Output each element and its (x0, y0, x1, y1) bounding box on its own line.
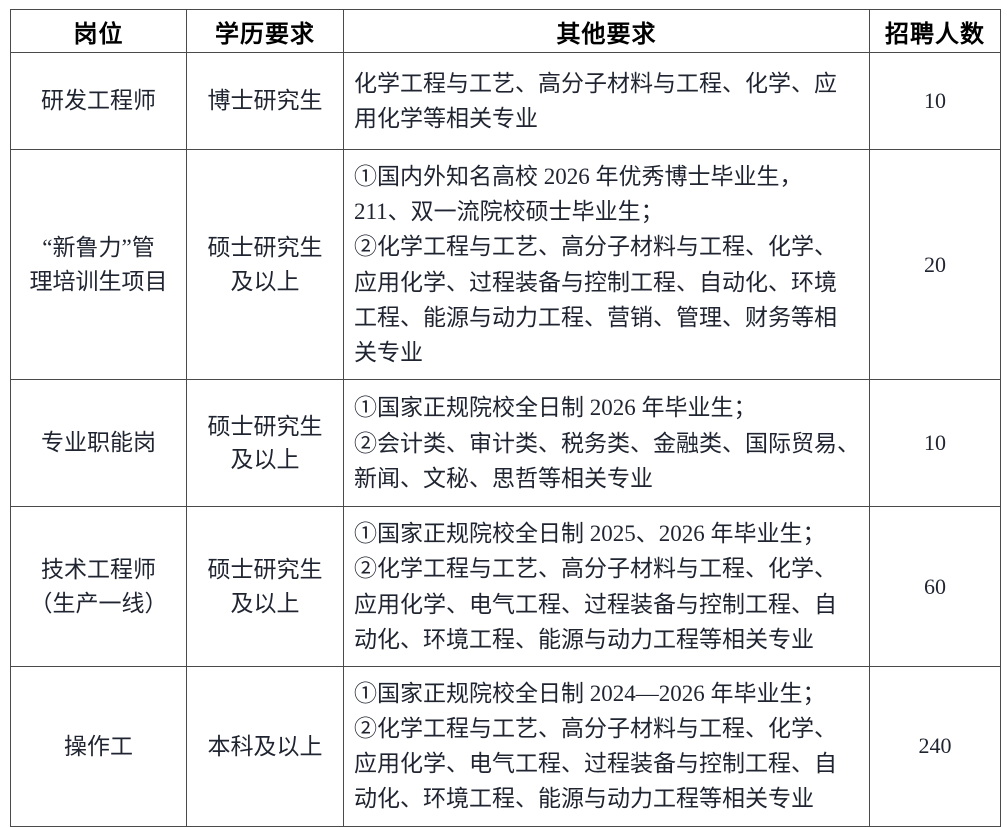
education-line: 本科及以上 (207, 733, 323, 759)
requirement-line: 应用化学、电气工程、过程装备与控制工程、自 (354, 751, 837, 777)
cell-other-requirements: ①国家正规院校全日制 2025、2026 年毕业生； ②化学工程与工艺、高分子材… (343, 506, 870, 667)
post-line: 技术工程师 (41, 557, 156, 583)
education-line: 硕士研究生 (207, 413, 323, 439)
education-line: 硕士研究生 (207, 235, 323, 261)
column-header-other-requirements: 其他要求 (343, 9, 870, 53)
requirement-line: 新闻、文秘、思哲等相关专业 (354, 465, 653, 491)
post-line: “新鲁力”管 (42, 235, 155, 261)
education-line: 及以上 (230, 268, 300, 294)
table-row: 操作工 本科及以上 ①国家正规院校全日制 2024—2026 年毕业生； ②化学… (10, 665, 1001, 827)
cell-post: “新鲁力”管 理培训生项目 (10, 148, 187, 381)
requirement-line: 化学工程与工艺、高分子材料与工程、化学、应 (354, 70, 837, 96)
cell-post: 技术工程师 （生产一线） (10, 506, 187, 667)
requirement-line: ①国家正规院校全日制 2025、2026 年毕业生； (354, 521, 826, 547)
column-header-education: 学历要求 (186, 9, 344, 53)
requirement-line: 应用化学、过程装备与控制工程、自动化、环境 (354, 269, 837, 295)
column-header-post: 岗位 (10, 9, 187, 53)
requirement-line: 应用化学、电气工程、过程装备与控制工程、自 (354, 591, 837, 617)
requirement-line: 动化、环境工程、能源与动力工程等相关专业 (354, 786, 814, 812)
cell-education: 硕士研究生 及以上 (186, 506, 344, 667)
cell-other-requirements: ①国内外知名高校 2026 年优秀博士毕业生， 211、双一流院校硕士毕业生； … (343, 148, 870, 381)
cell-education: 博士研究生 (186, 52, 344, 150)
education-line: 及以上 (230, 447, 300, 473)
requirement-line: 动化、环境工程、能源与动力工程等相关专业 (354, 626, 814, 652)
table-row: “新鲁力”管 理培训生项目 硕士研究生 及以上 ①国内外知名高校 2026 年优… (10, 148, 1001, 381)
table-body: 研发工程师 博士研究生 化学工程与工艺、高分子材料与工程、化学、应 用化学等相关… (10, 52, 1001, 827)
cell-education: 硕士研究生 及以上 (186, 148, 344, 381)
cell-other-requirements: 化学工程与工艺、高分子材料与工程、化学、应 用化学等相关专业 (343, 52, 870, 150)
requirement-line: ①国家正规院校全日制 2026 年毕业生； (354, 395, 757, 421)
education-line: 硕士研究生 (207, 557, 323, 583)
cell-headcount: 20 (869, 148, 1001, 381)
education-line: 及以上 (230, 590, 300, 616)
requirement-line: 用化学等相关专业 (354, 106, 538, 131)
table-row: 技术工程师 （生产一线） 硕士研究生 及以上 ①国家正规院校全日制 2025、2… (10, 506, 1001, 667)
table-row: 专业职能岗 硕士研究生 及以上 ①国家正规院校全日制 2026 年毕业生； ②会… (10, 379, 1001, 508)
requirement-line: ②化学工程与工艺、高分子材料与工程、化学、 (354, 716, 837, 742)
cell-other-requirements: ①国家正规院校全日制 2024—2026 年毕业生； ②化学工程与工艺、高分子材… (343, 665, 870, 827)
requirement-line: 工程、能源与动力工程、营销、管理、财务等相 (354, 304, 837, 330)
cell-headcount: 240 (869, 665, 1001, 827)
requirement-line: ②会计类、审计类、税务类、金融类、国际贸易、 (354, 430, 860, 456)
cell-education: 硕士研究生 及以上 (186, 379, 344, 508)
cell-headcount: 10 (869, 379, 1001, 508)
cell-headcount: 60 (869, 506, 1001, 667)
requirement-line: ①国家正规院校全日制 2024—2026 年毕业生； (354, 680, 826, 706)
table-header: 岗位 学历要求 其他要求 招聘人数 (10, 9, 1001, 53)
post-line: （生产一线） (29, 590, 168, 616)
cell-other-requirements: ①国家正规院校全日制 2026 年毕业生； ②会计类、审计类、税务类、金融类、国… (343, 379, 870, 508)
cell-post: 专业职能岗 (10, 379, 187, 508)
document-page: 岗位 学历要求 其他要求 招聘人数 研发工程师 博士研究生 化学工程与工艺、高分… (10, 9, 1001, 827)
post-line: 操作工 (64, 733, 133, 759)
requirement-line: 211、双一流院校硕士毕业生； (354, 199, 664, 225)
requirement-line: ②化学工程与工艺、高分子材料与工程、化学、 (354, 556, 837, 582)
table-header-row: 岗位 学历要求 其他要求 招聘人数 (10, 9, 1001, 53)
recruitment-positions-table: 岗位 学历要求 其他要求 招聘人数 研发工程师 博士研究生 化学工程与工艺、高分… (10, 9, 1001, 827)
requirement-line: ①国内外知名高校 2026 年优秀博士毕业生， (354, 164, 803, 189)
post-line: 理培训生项目 (29, 268, 168, 294)
requirement-line: ②化学工程与工艺、高分子材料与工程、化学、 (354, 234, 837, 260)
cell-education: 本科及以上 (186, 665, 344, 827)
requirement-line: 关专业 (354, 339, 423, 365)
table-row: 研发工程师 博士研究生 化学工程与工艺、高分子材料与工程、化学、应 用化学等相关… (10, 52, 1001, 150)
cell-headcount: 10 (869, 52, 1001, 150)
post-line: 专业职能岗 (41, 430, 156, 456)
cell-post: 操作工 (10, 665, 187, 827)
post-line: 研发工程师 (41, 88, 156, 114)
education-line: 博士研究生 (207, 88, 323, 114)
cell-post: 研发工程师 (10, 52, 187, 150)
column-header-headcount: 招聘人数 (869, 9, 1001, 53)
